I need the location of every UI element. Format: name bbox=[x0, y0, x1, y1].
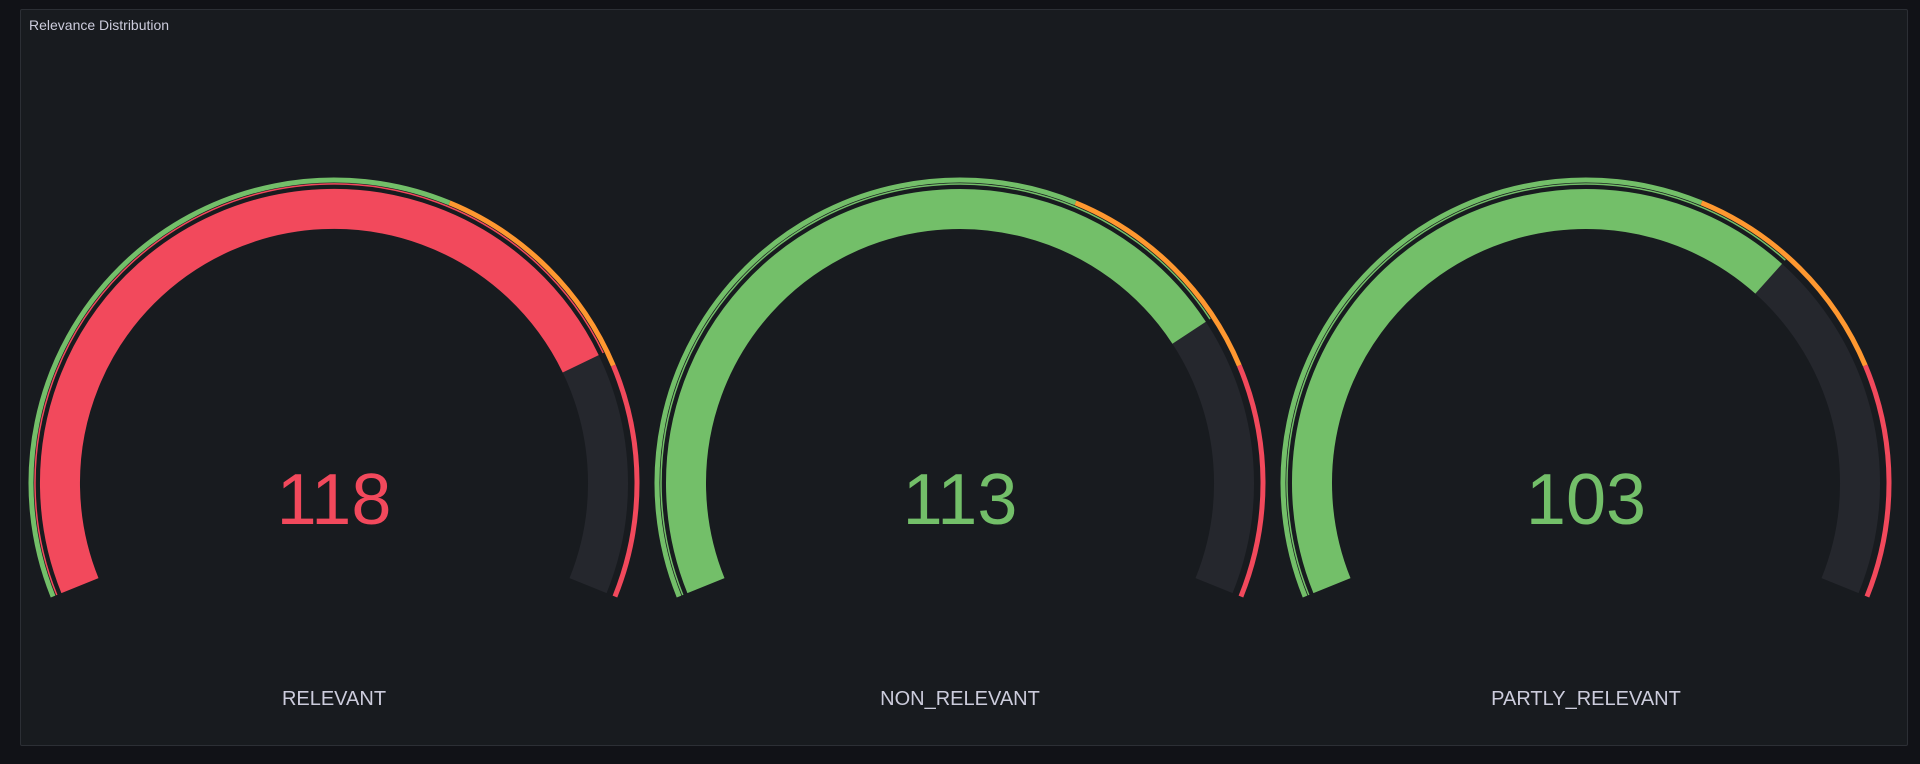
gauge-value-arc-partly-relevant bbox=[1292, 189, 1782, 594]
threshold-segment-partly-relevant-1 bbox=[1700, 200, 1868, 367]
relevance-distribution-panel: Relevance Distribution 118 RELEVANT 113 … bbox=[20, 9, 1908, 746]
panel-title: Relevance Distribution bbox=[29, 17, 170, 33]
gauge-row: 118 RELEVANT 113 NON_RELEVANT 103 PARTLY… bbox=[21, 10, 1907, 745]
gauge-value-arc-relevant bbox=[39, 188, 599, 594]
gauge-value-partly-relevant: 103 bbox=[1525, 460, 1647, 540]
threshold-segment-non-relevant-0 bbox=[654, 177, 1077, 598]
gauge-arc-relevant bbox=[28, 177, 640, 598]
gauge-arc-partly-relevant bbox=[1280, 177, 1892, 598]
threshold-segment-partly-relevant-2 bbox=[1863, 364, 1892, 598]
threshold-segment-relevant-2 bbox=[611, 364, 640, 598]
gauge-relevant: 118 RELEVANT bbox=[21, 10, 647, 745]
threshold-segment-non-relevant-2 bbox=[1237, 364, 1266, 598]
gauge-value-outline-partly-relevant bbox=[1286, 183, 1786, 596]
threshold-segment-partly-relevant-0 bbox=[1280, 177, 1703, 598]
gauge-value-non-relevant: 113 bbox=[902, 460, 1018, 540]
threshold-segment-relevant-0 bbox=[28, 177, 451, 598]
threshold-segment-relevant-1 bbox=[448, 200, 616, 367]
gauge-value-outline-non-relevant bbox=[660, 183, 1211, 596]
gauge-label-partly-relevant: PARTLY_RELEVANT bbox=[1491, 688, 1681, 710]
gauge-partly-relevant: 103 PARTLY_RELEVANT bbox=[1273, 10, 1899, 745]
gauge-value-arc-non-relevant bbox=[666, 189, 1206, 594]
gauge-value-relevant: 118 bbox=[276, 460, 392, 540]
gauge-non-relevant: 113 NON_RELEVANT bbox=[647, 10, 1273, 745]
gauge-label-non-relevant: NON_RELEVANT bbox=[880, 688, 1040, 710]
gauge-label-relevant: RELEVANT bbox=[281, 688, 387, 710]
threshold-segment-non-relevant-1 bbox=[1074, 200, 1242, 367]
gauge-value-outline-relevant bbox=[34, 183, 604, 596]
gauge-arc-non-relevant bbox=[654, 177, 1266, 598]
